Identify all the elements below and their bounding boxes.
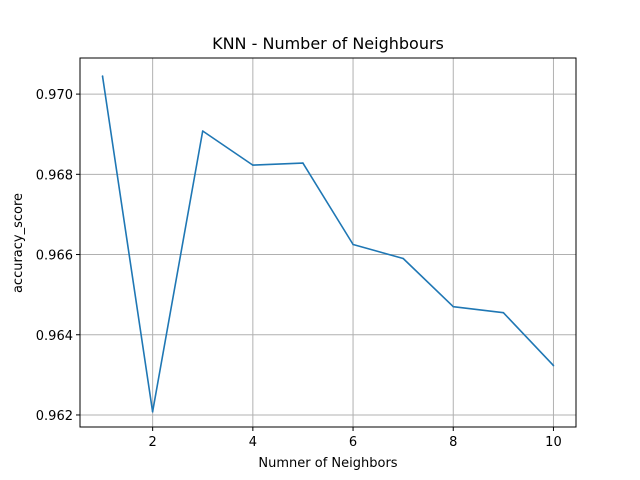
data-point bbox=[252, 164, 254, 166]
data-point bbox=[201, 130, 204, 132]
x-tick-label: 6 bbox=[349, 435, 357, 450]
data-point bbox=[151, 410, 154, 413]
x-tick-label: 2 bbox=[149, 435, 157, 450]
x-tick-label: 8 bbox=[449, 435, 457, 450]
x-axis-ticks: 2 4 6 8 10 bbox=[149, 427, 562, 450]
data-point bbox=[402, 257, 404, 260]
plot-frame bbox=[79, 57, 577, 428]
data-point bbox=[502, 311, 505, 314]
data-point bbox=[101, 75, 104, 77]
y-tick-label: 0.962 bbox=[36, 409, 73, 424]
chart-title: KNN - Number of Neighbours bbox=[212, 34, 444, 53]
series-layer bbox=[101, 75, 555, 413]
x-axis-label: Numner of Neighbors bbox=[258, 456, 397, 471]
y-tick-label: 0.964 bbox=[36, 329, 73, 344]
data-point bbox=[352, 243, 354, 246]
data-point bbox=[452, 305, 455, 308]
data-point bbox=[302, 162, 304, 164]
y-tick-label: 0.970 bbox=[36, 88, 73, 103]
grid bbox=[80, 58, 576, 427]
data-point bbox=[552, 364, 555, 367]
y-tick-label: 0.968 bbox=[36, 168, 73, 183]
y-axis-ticks: 0.962 0.964 0.966 0.968 0.970 bbox=[36, 88, 80, 424]
y-axis-label: accuracy_score bbox=[11, 193, 26, 293]
y-tick-label: 0.966 bbox=[36, 249, 73, 264]
x-tick-label: 4 bbox=[249, 435, 257, 450]
series-line bbox=[101, 75, 555, 413]
x-tick-label: 10 bbox=[545, 435, 562, 450]
